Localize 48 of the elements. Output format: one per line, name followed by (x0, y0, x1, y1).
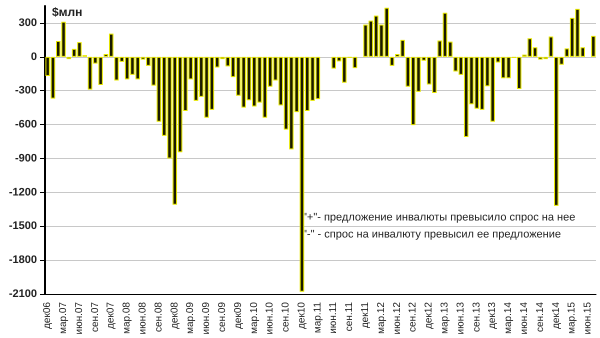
x-tick-label: мар.15 (566, 302, 578, 334)
y-tick-label: -300 (14, 84, 37, 97)
x-tick-label: июн.11 (328, 302, 340, 334)
x-tick-label: мар.13 (440, 302, 451, 334)
x-tick-label: июн.14 (518, 302, 530, 335)
x-tick-label: сен.14 (534, 302, 546, 332)
x-tick-label: дек11 (360, 302, 372, 328)
x-tick-label: дек07 (106, 302, 117, 329)
x-tick-label: июн.12 (392, 302, 403, 335)
x-tick-label: сен.13 (471, 302, 482, 332)
x-tick-label: сен.07 (90, 302, 101, 332)
x-tick-label: мар.12 (376, 302, 387, 334)
x-tick-label: мар.11 (312, 302, 324, 334)
x-tick-label: июн.13 (455, 302, 466, 335)
y-tick-label: -600 (14, 118, 37, 131)
x-tick-label: мар.09 (185, 302, 196, 334)
x-tick-label: мар.08 (122, 302, 133, 334)
x-tick-label: сен.08 (153, 302, 164, 332)
x-tick-label: июн.09 (201, 302, 212, 335)
x-tick-label: дек10 (296, 302, 308, 329)
x-tick-label: мар.07 (58, 302, 70, 334)
y-tick-label: -1200 (8, 186, 37, 198)
x-tick-label: сен.09 (216, 302, 228, 332)
y-axis-title: $млн (52, 5, 82, 19)
bar (591, 36, 596, 57)
bar (390, 56, 394, 66)
x-tick-label: мар.14 (503, 302, 514, 334)
x-tick-label: дек14 (550, 302, 562, 329)
x-tick-label: мар.10 (248, 302, 260, 334)
x-tick-label: сен.11 (344, 302, 356, 332)
x-tick-label: дек09 (232, 302, 244, 329)
x-tick-label: сен.10 (280, 302, 292, 332)
x-tick-label: сен.12 (408, 302, 419, 332)
x-tick-label: дек08 (169, 302, 180, 329)
x-tick-label: июн.07 (74, 302, 85, 335)
bar (548, 36, 554, 57)
x-tick-label: июн.10 (264, 302, 276, 335)
y-tick-label: 300 (18, 16, 37, 29)
x-tick-label: дек06 (42, 302, 54, 329)
y-tick-label: -1800 (8, 254, 37, 266)
y-tick-label: 0 (30, 50, 37, 63)
y-tick-label: -1500 (8, 220, 37, 232)
x-tick-label: дек13 (487, 302, 498, 329)
x-tick-label: июн.08 (138, 302, 149, 335)
x-tick-label: дек12 (424, 302, 435, 329)
y-tick-label: -2100 (8, 288, 37, 300)
y-tick-label: -900 (14, 152, 37, 164)
x-tick-label: июн.15 (582, 302, 594, 335)
